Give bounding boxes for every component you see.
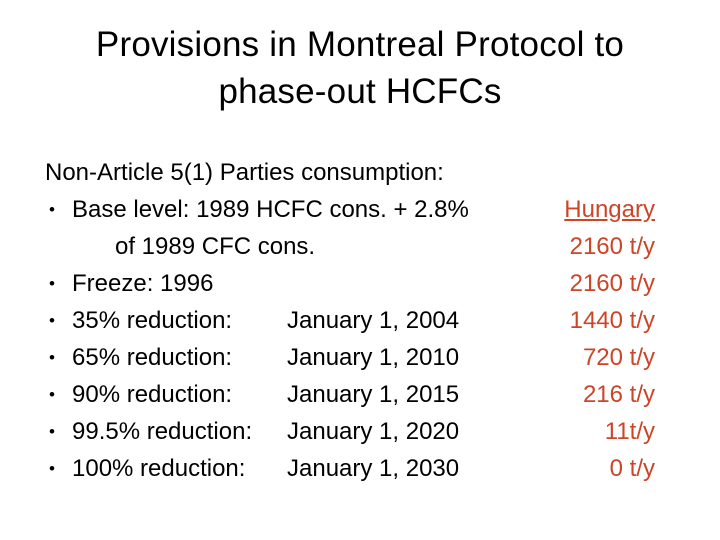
list-item-label: Freeze: 1996	[72, 270, 214, 297]
bullet-icon: •	[49, 422, 55, 441]
tonnage-value: 0 t/y	[609, 455, 655, 482]
slide-title-line1: Provisions in Montreal Protocol to	[95, 25, 625, 64]
list-item-label: 90% reduction:	[72, 381, 233, 408]
slide-title: Provisions in Montreal Protocol to phase…	[0, 21, 720, 115]
list-item-label: Base level: 1989 HCFC cons. + 2.8%	[72, 196, 469, 223]
list-item-label: of 1989 CFC cons.	[115, 233, 316, 260]
bullet-icon: •	[49, 274, 55, 293]
bullet-icon: •	[49, 311, 55, 330]
list-item-reduction-100: • 100% reduction: January 1, 2030 0 t/y	[45, 450, 655, 487]
tonnage-value: 216 t/y	[582, 381, 655, 408]
tonnage-value: 2160 t/y	[569, 270, 655, 297]
list-item-label: 65% reduction:	[72, 344, 233, 371]
list-item-freeze: • Freeze: 1996 2160 t/y	[45, 265, 655, 302]
list-item-date: January 1, 2010	[287, 344, 460, 371]
bullet-icon: •	[49, 459, 55, 478]
list-item-base-level-cont: of 1989 CFC cons. 2160 t/y	[45, 228, 655, 265]
list-item-reduction-65: • 65% reduction: January 1, 2010 720 t/y	[45, 339, 655, 376]
tonnage-value: 2160 t/y	[569, 233, 655, 260]
list-item-base-level: • Base level: 1989 HCFC cons. + 2.8% Hun…	[45, 191, 655, 228]
tonnage-value: 11t/y	[604, 418, 655, 445]
bullet-icon: •	[49, 200, 55, 219]
list-item-date: January 1, 2015	[287, 381, 460, 408]
list-item-reduction-90: • 90% reduction: January 1, 2015 216 t/y	[45, 376, 655, 413]
list-item-label: 100% reduction:	[72, 455, 246, 482]
bullet-icon: •	[49, 348, 55, 367]
slide-title-line2: phase-out HCFCs	[218, 72, 502, 111]
lead-text: Non-Article 5(1) Parties consumption:	[45, 159, 444, 186]
list-item-date: January 1, 2004	[287, 307, 460, 334]
list-item-reduction-99-5: • 99.5% reduction: January 1, 2020 11t/y	[45, 413, 655, 450]
bullet-icon: •	[49, 385, 55, 404]
slide-body: Non-Article 5(1) Parties consumption: • …	[45, 154, 655, 487]
country-value: Hungary	[564, 196, 655, 223]
list-item-reduction-35: • 35% reduction: January 1, 2004 1440 t/…	[45, 302, 655, 339]
list-item-label: 99.5% reduction:	[72, 418, 253, 445]
tonnage-value: 1440 t/y	[569, 307, 655, 334]
tonnage-value: 720 t/y	[582, 344, 655, 371]
list-item-label: 35% reduction:	[72, 307, 233, 334]
list-item-date: January 1, 2020	[287, 418, 460, 445]
list-item-date: January 1, 2030	[287, 455, 460, 482]
lead-line: Non-Article 5(1) Parties consumption:	[45, 154, 655, 191]
